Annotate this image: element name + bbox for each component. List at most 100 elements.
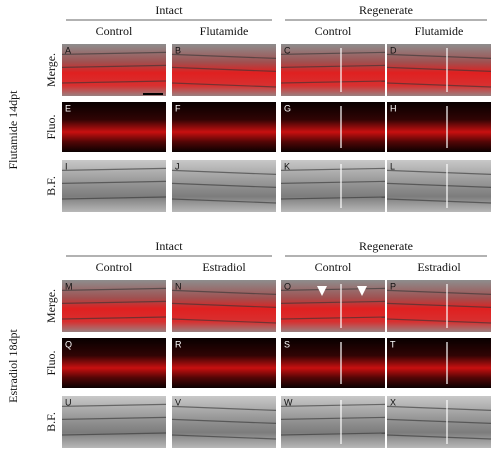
tissue-line bbox=[386, 53, 492, 59]
panel-letter: P bbox=[390, 281, 396, 291]
tissue-line bbox=[61, 403, 167, 407]
column-label: Flutamide bbox=[415, 24, 464, 38]
tissue-line bbox=[171, 289, 277, 295]
panel-letter: O bbox=[284, 281, 291, 291]
tissue-line bbox=[171, 318, 277, 324]
arrowhead bbox=[357, 286, 367, 296]
panel-letter: T bbox=[390, 339, 396, 349]
tissue-line bbox=[61, 51, 167, 55]
tissue-line bbox=[386, 302, 492, 308]
tissue-line bbox=[61, 432, 167, 436]
micrograph-panel bbox=[172, 338, 276, 388]
tissue-line bbox=[280, 300, 386, 304]
micrograph-panel bbox=[62, 102, 166, 152]
tissue-line bbox=[386, 418, 492, 424]
micrograph-panel bbox=[62, 160, 166, 212]
panel-letter: B bbox=[175, 45, 181, 55]
tissue-line bbox=[280, 432, 386, 436]
row-label: Fluo. bbox=[44, 350, 58, 375]
panel-letter: H bbox=[390, 103, 397, 113]
tissue-line bbox=[61, 316, 167, 320]
row-label: Merge. bbox=[44, 53, 58, 87]
tissue-line bbox=[171, 198, 277, 204]
panel-letter: K bbox=[284, 161, 290, 171]
row-label: Fluo. bbox=[44, 114, 58, 139]
column-label: Control bbox=[315, 24, 352, 38]
tissue-line bbox=[171, 82, 277, 88]
micrograph-panel bbox=[281, 396, 385, 448]
tissue-line bbox=[280, 416, 386, 420]
panel-letter: E bbox=[65, 103, 71, 113]
tissue-line bbox=[386, 169, 492, 175]
tissue-line bbox=[61, 196, 167, 200]
tissue-line bbox=[280, 64, 386, 68]
panel-letter: D bbox=[390, 45, 397, 55]
column-label: Flutamide bbox=[200, 24, 249, 38]
panel-letter: J bbox=[175, 161, 180, 171]
panel-letter: S bbox=[284, 339, 290, 349]
tissue-line bbox=[280, 180, 386, 184]
column-label: Estradiol bbox=[417, 260, 461, 274]
tissue-line bbox=[171, 434, 277, 440]
tissue-line bbox=[386, 318, 492, 324]
tissue-line bbox=[61, 287, 167, 291]
micrograph-panel bbox=[62, 338, 166, 388]
tissue-line bbox=[61, 416, 167, 420]
micrograph-panel bbox=[62, 280, 166, 332]
tissue-line bbox=[280, 196, 386, 200]
column-label: Control bbox=[315, 260, 352, 274]
micrograph-panel bbox=[62, 44, 166, 96]
panel-letter: X bbox=[390, 397, 396, 407]
panel-letter: U bbox=[65, 397, 72, 407]
tissue-line bbox=[386, 434, 492, 440]
micrograph-panel bbox=[62, 396, 166, 448]
tissue-line bbox=[280, 403, 386, 407]
tissue-line bbox=[280, 167, 386, 171]
micrograph-panel bbox=[387, 338, 491, 388]
tissue-line bbox=[171, 405, 277, 411]
tissue-line bbox=[280, 51, 386, 55]
side-label: Flutamide 14dpt bbox=[6, 90, 20, 170]
group-label: Intact bbox=[155, 239, 183, 253]
group-label: Regenerate bbox=[359, 3, 413, 17]
micrograph-panel bbox=[387, 102, 491, 152]
tissue-line bbox=[61, 64, 167, 68]
tissue-line bbox=[280, 80, 386, 84]
micrograph-panel bbox=[281, 44, 385, 96]
tissue-line bbox=[61, 167, 167, 171]
tissue-line bbox=[280, 287, 386, 291]
tissue-line bbox=[386, 66, 492, 72]
panel-letter: G bbox=[284, 103, 291, 113]
micrograph-panel bbox=[172, 102, 276, 152]
panel-letter: W bbox=[284, 397, 293, 407]
column-label: Estradiol bbox=[202, 260, 246, 274]
tissue-line bbox=[171, 418, 277, 424]
micrograph-panel bbox=[281, 160, 385, 212]
panel-letter: F bbox=[175, 103, 181, 113]
tissue-line bbox=[171, 53, 277, 59]
row-label: Merge. bbox=[44, 289, 58, 323]
tissue-line bbox=[61, 300, 167, 304]
tissue-line bbox=[171, 182, 277, 188]
tissue-line bbox=[386, 82, 492, 88]
tissue-line bbox=[386, 198, 492, 204]
micrograph-panel bbox=[281, 102, 385, 152]
tissue-line bbox=[386, 182, 492, 188]
row-label: B.F. bbox=[44, 412, 58, 432]
tissue-line bbox=[171, 66, 277, 72]
group-label: Regenerate bbox=[359, 239, 413, 253]
panel-letter: C bbox=[284, 45, 291, 55]
panel-letter: V bbox=[175, 397, 181, 407]
tissue-line bbox=[171, 302, 277, 308]
tissue-line bbox=[280, 316, 386, 320]
micrograph-panel bbox=[281, 338, 385, 388]
panel-letter: N bbox=[175, 281, 182, 291]
tissue-line bbox=[386, 289, 492, 295]
tissue-line bbox=[386, 405, 492, 411]
group-label: Intact bbox=[155, 3, 183, 17]
tissue-line bbox=[61, 80, 167, 84]
column-label: Control bbox=[96, 24, 133, 38]
panel-letter: Q bbox=[65, 339, 72, 349]
tissue-line bbox=[171, 169, 277, 175]
